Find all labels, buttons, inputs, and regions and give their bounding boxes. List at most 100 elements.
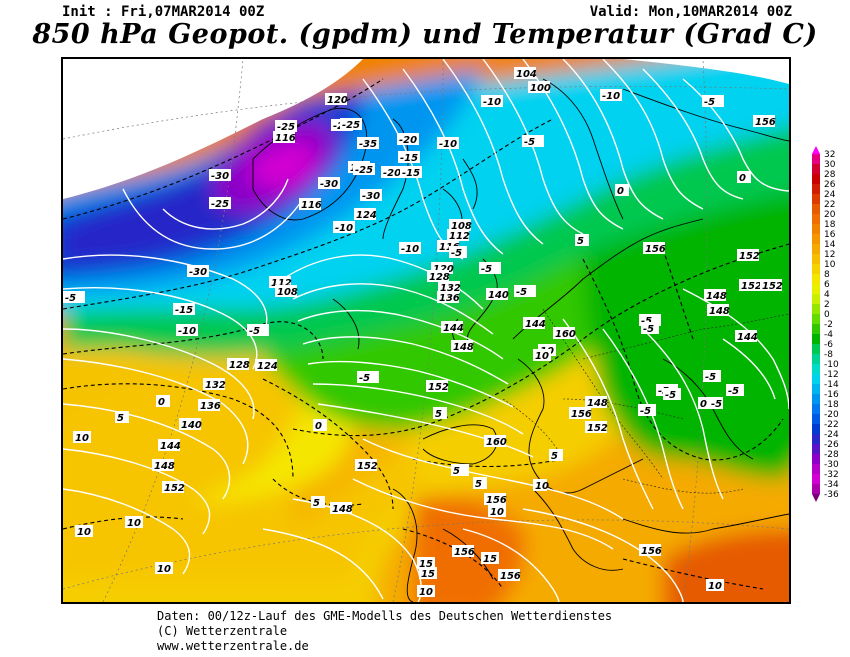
legend-tick-label: -14 (824, 380, 839, 390)
geo-label: 152 (164, 483, 185, 494)
legend-swatch (812, 424, 820, 434)
temp-label: 5 (577, 236, 584, 247)
temp-label: 10 (77, 527, 91, 538)
temp-label: 5 (453, 466, 460, 477)
geo-label: 144 (737, 332, 758, 343)
temp-label: -25 (277, 122, 295, 133)
legend-swatch (812, 154, 820, 164)
legend-swatch (812, 464, 820, 474)
legend-tick-label: 8 (824, 270, 830, 280)
legend-swatch (812, 164, 820, 174)
legend-swatch (812, 304, 820, 314)
geo-label: 100 (530, 83, 551, 94)
geo-label: 144 (160, 441, 181, 452)
legend-swatch (812, 184, 820, 194)
legend-tick-label: -26 (824, 440, 839, 450)
legend-swatch (812, 334, 820, 344)
temp-label: -5 (728, 386, 739, 397)
temperature-legend: 32 30 28 26 24 22 20 18 16 14 12 10 8 6 4 2 0 -2 -4 -6 -8 -10… (812, 146, 850, 516)
legend-tick-label: 32 (824, 150, 835, 160)
legend-swatch (812, 484, 820, 494)
geo-label: 152 (741, 281, 762, 292)
legend-swatch (812, 174, 820, 184)
geo-label: 136 (200, 401, 221, 412)
geo-label: 152 (762, 281, 783, 292)
geo-label: 152 (428, 382, 449, 393)
geo-label: 140 (488, 290, 509, 301)
geo-label: 160 (486, 437, 507, 448)
legend-tick-label: 2 (824, 300, 830, 310)
temp-label: -25 (355, 165, 373, 176)
legend-arrow-down (812, 494, 820, 502)
legend-tick-label: 30 (824, 160, 836, 170)
temp-label: -15 (400, 153, 418, 164)
temp-label: 0 (739, 173, 746, 184)
legend-tick-label: 10 (824, 260, 836, 270)
temperature-labels: -30 -25 -20 -30 -25 -35 -20 -15 -25 -30 … (63, 89, 751, 598)
legend-swatch (812, 414, 820, 424)
temp-label: -10 (401, 244, 419, 255)
footer-source: Daten: 00/12z-Lauf des GME-Modells des D… (157, 609, 613, 623)
weather-map-canvas: 120 116 124 124 116 112 108 104 100 108 … (63, 59, 789, 602)
temp-label: -10 (483, 97, 501, 108)
map-title: 850 hPa Geopot. (gpdm) und Temperatur (G… (32, 19, 818, 50)
temp-label: 10 (157, 564, 171, 575)
legend-tick-label: -24 (824, 430, 839, 440)
geo-label: 156 (454, 547, 475, 558)
temp-label: 0 (158, 397, 165, 408)
legend-tick-label: 24 (824, 190, 836, 200)
geo-label: 148 (587, 398, 608, 409)
legend-tick-label: -36 (824, 490, 839, 500)
temp-label: -5 (516, 287, 527, 298)
temp-label: 5 (475, 479, 482, 490)
temp-label: -15 (402, 168, 420, 179)
geo-label: 112 (449, 231, 470, 242)
temp-label: -10 (335, 223, 353, 234)
legend-tick-label: 0 (824, 310, 830, 320)
legend-tick-label: 6 (824, 280, 830, 290)
temp-label: -25 (342, 120, 360, 131)
temp-label: -5 (524, 137, 535, 148)
init-time: Init : Fri,07MAR2014 00Z (62, 4, 265, 20)
geo-label: 132 (440, 283, 461, 294)
geo-label: 148 (154, 461, 175, 472)
geo-label: 160 (555, 329, 576, 340)
temp-label: -25 (211, 199, 229, 210)
temp-label: 10 (708, 581, 722, 592)
legend-tick-label: 28 (824, 170, 836, 180)
temp-label: 10 (75, 433, 89, 444)
legend-swatch (812, 284, 820, 294)
temp-label: 15 (483, 554, 497, 565)
legend-arrow-up (812, 146, 820, 154)
legend-tick-label: -2 (824, 320, 833, 330)
legend-swatch (812, 194, 820, 204)
legend-scale: 32302826242220181614121086420-2-4-6-8-10… (812, 146, 839, 502)
legend-tick-label: -10 (824, 360, 839, 370)
temp-label: -10 (178, 326, 196, 337)
geo-label: 116 (301, 200, 322, 211)
temp-label: 10 (127, 518, 141, 529)
temp-label: -5 (665, 390, 676, 401)
temp-label: 5 (313, 498, 320, 509)
legend-swatch (812, 224, 820, 234)
geo-label: 120 (433, 264, 454, 275)
geo-label: 128 (229, 360, 250, 371)
temp-label: 10 (490, 507, 504, 518)
geo-label: 148 (706, 291, 727, 302)
temp-label: -5 (643, 324, 654, 335)
legend-tick-label: 12 (824, 250, 835, 260)
legend-swatch (812, 294, 820, 304)
temp-label: 15 (419, 559, 433, 570)
geo-label: 136 (439, 293, 460, 304)
geo-label: 104 (516, 69, 537, 80)
temp-label: -30 (211, 171, 229, 182)
legend-swatch (812, 384, 820, 394)
temp-label: 5 (117, 413, 124, 424)
temp-label: -5 (640, 406, 651, 417)
temp-label: -15 (175, 305, 193, 316)
geo-label: 124 (257, 361, 278, 372)
legend-swatch (812, 344, 820, 354)
temp-label: 0 (315, 421, 322, 432)
geo-label: 156 (571, 409, 592, 420)
legend-swatch (812, 434, 820, 444)
